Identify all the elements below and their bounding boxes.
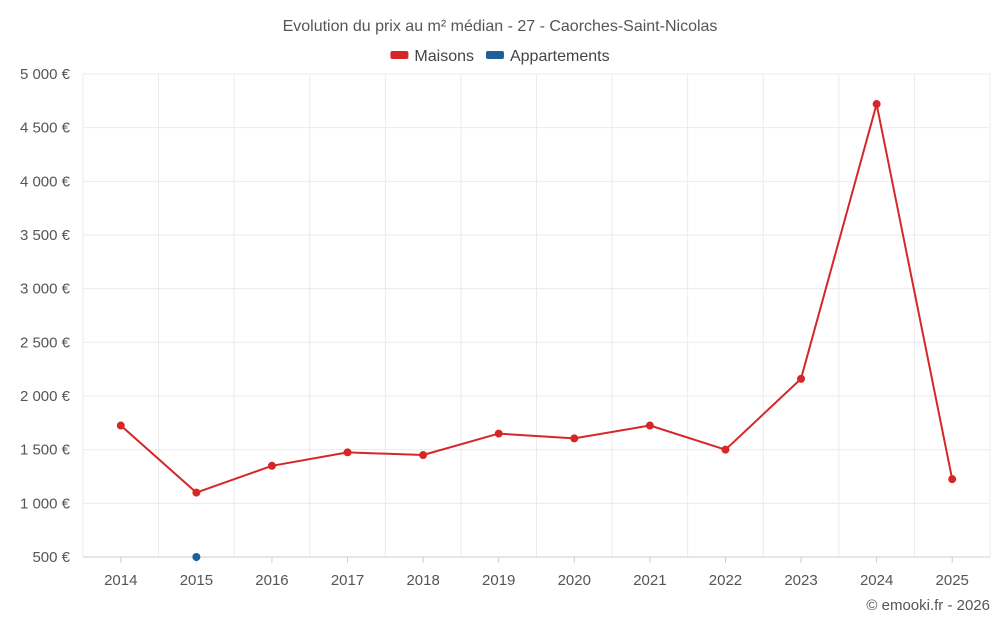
legend: Maisons Appartements (390, 48, 610, 65)
y-tick-label: 5 000 € (20, 66, 71, 83)
data-point-maisons-2021 (645, 421, 654, 430)
x-tick-label: 2015 (180, 572, 213, 589)
legend-label-appartements: Appartements (510, 48, 610, 65)
x-tick-label: 2018 (406, 572, 439, 589)
x-tick-label: 2020 (558, 572, 591, 589)
x-tick-label: 2017 (331, 572, 364, 589)
x-tick-label: 2022 (709, 572, 742, 589)
y-tick-label: 2 500 € (20, 334, 71, 351)
data-point-maisons-2023 (797, 374, 806, 383)
y-tick-label: 3 000 € (20, 281, 71, 298)
legend-swatch-maisons (390, 51, 409, 59)
legend-label-maisons: Maisons (414, 48, 474, 65)
y-tick-label: 3 500 € (20, 227, 71, 244)
axes: 500 € 1 000 € 1 500 € 2 000 € 2 500 € 3 000 €… (20, 66, 990, 589)
y-tick-label: 2 000 € (20, 388, 71, 405)
y-tick-label: 500 € (32, 549, 70, 566)
data-point-maisons-2025 (948, 475, 957, 484)
x-tick-label: 2019 (482, 572, 515, 589)
x-tick-label: 2016 (255, 572, 288, 589)
data-point-maisons-2024 (872, 100, 881, 109)
x-tick-label: 2024 (860, 572, 893, 589)
chart-title: Evolution du prix au m² médian - 27 - Ca… (283, 18, 718, 35)
data-point-maisons-2020 (570, 434, 579, 443)
data-point-maisons-2017 (343, 448, 352, 457)
data-point-maisons-2022 (721, 445, 730, 454)
y-tick-label: 1 000 € (20, 495, 71, 512)
y-tick-label: 4 000 € (20, 173, 71, 190)
legend-swatch-appartements (485, 51, 504, 59)
y-tick-label: 4 500 € (20, 120, 71, 137)
x-tick-label: 2021 (633, 572, 666, 589)
x-tick-label: 2025 (936, 572, 969, 589)
grid (82, 73, 991, 558)
y-tick-label: 1 500 € (20, 442, 71, 459)
credit-text: © emooki.fr - 2026 (866, 597, 990, 614)
x-tick-label: 2023 (784, 572, 817, 589)
data-point-maisons-2014 (116, 421, 125, 430)
data-point-maisons-2018 (419, 451, 428, 460)
x-tick-label: 2014 (104, 572, 137, 589)
series-line-maisons (120, 103, 954, 494)
series (116, 100, 957, 561)
data-point-appartements-2015 (192, 553, 201, 561)
data-point-maisons-2015 (192, 488, 201, 497)
data-point-maisons-2019 (494, 429, 503, 438)
data-point-maisons-2016 (267, 461, 276, 470)
